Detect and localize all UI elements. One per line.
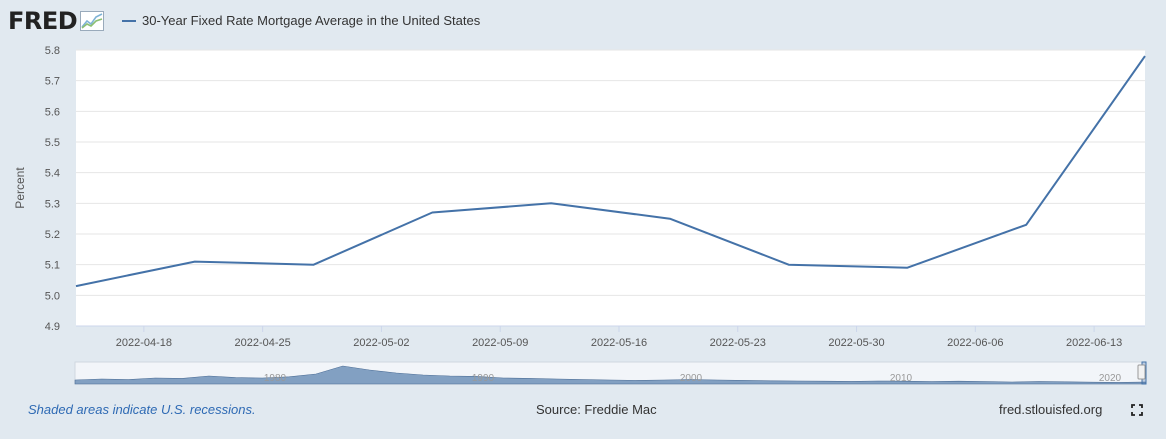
legend-swatch bbox=[122, 19, 136, 22]
series-line[interactable] bbox=[75, 55, 1146, 288]
navigator-decade-label: 2000 bbox=[680, 373, 703, 384]
recession-note: Shaded areas indicate U.S. recessions. bbox=[28, 402, 256, 417]
site-link[interactable]: fred.stlouisfed.org bbox=[999, 402, 1103, 417]
fred-logo[interactable]: FRED bbox=[8, 7, 105, 35]
data-point[interactable] bbox=[430, 211, 434, 215]
chart-header: FRED 30-Year Fixed Rate Mortgage Average… bbox=[0, 0, 1166, 44]
data-point[interactable] bbox=[549, 201, 553, 205]
y-tick-label: 5.1 bbox=[45, 260, 60, 272]
x-tick-label: 2022-05-16 bbox=[591, 337, 647, 349]
y-tick-label: 5.6 bbox=[45, 106, 60, 118]
y-tick-label: 4.9 bbox=[45, 321, 60, 333]
y-tick-label: 5.8 bbox=[45, 45, 60, 57]
series-legend[interactable]: 30-Year Fixed Rate Mortgage Average in t… bbox=[122, 13, 480, 28]
plot-area bbox=[76, 50, 1145, 326]
source-label: Source: Freddie Mac bbox=[536, 402, 657, 417]
data-point[interactable] bbox=[1143, 54, 1147, 58]
navigator-series bbox=[74, 365, 1147, 385]
fred-logo-text: FRED bbox=[8, 7, 78, 35]
data-point[interactable] bbox=[193, 260, 197, 264]
x-tick-label: 2022-05-30 bbox=[828, 337, 884, 349]
data-point[interactable] bbox=[1024, 223, 1028, 227]
expand-icon[interactable] bbox=[1131, 404, 1143, 416]
y-tick-label: 5.2 bbox=[45, 229, 60, 241]
y-axis-title: Percent bbox=[13, 167, 27, 209]
line-chart[interactable]: 4.9 5.0 5.1 5.2 5.3 5.4 5.5 5.6 5.7 5.8 Percent 202… bbox=[0, 40, 1166, 390]
data-point[interactable] bbox=[668, 217, 672, 221]
y-tick-label: 5.3 bbox=[45, 198, 60, 210]
navigator-decade-label: 2020 bbox=[1099, 373, 1122, 384]
data-point[interactable] bbox=[312, 263, 316, 267]
navigator-decade-label: 2010 bbox=[890, 373, 913, 384]
chart-footer: Shaded areas indicate U.S. recessions. S… bbox=[0, 400, 1166, 422]
line-graph-icon bbox=[80, 11, 105, 31]
x-tick-label: 2022-06-06 bbox=[947, 337, 1003, 349]
x-tick-label: 2022-04-25 bbox=[235, 337, 291, 349]
y-tick-label: 5.5 bbox=[45, 137, 60, 149]
x-tick-label: 2022-04-18 bbox=[116, 337, 172, 349]
x-tick-label: 2022-05-09 bbox=[472, 337, 528, 349]
navigator-decade-label: 1990 bbox=[472, 373, 495, 384]
y-tick-label: 5.0 bbox=[45, 290, 60, 302]
data-point[interactable] bbox=[787, 263, 791, 267]
navigator-decade-label: 1980 bbox=[264, 373, 287, 384]
x-tick-label: 2022-05-23 bbox=[710, 337, 766, 349]
y-tick-label: 5.7 bbox=[45, 76, 60, 88]
navigator-handle[interactable] bbox=[1137, 364, 1146, 380]
x-tick-label: 2022-05-02 bbox=[353, 337, 409, 349]
x-tick-label: 2022-06-13 bbox=[1066, 337, 1122, 349]
y-tick-label: 5.4 bbox=[45, 168, 60, 180]
legend-label: 30-Year Fixed Rate Mortgage Average in t… bbox=[142, 13, 481, 28]
data-point[interactable] bbox=[905, 266, 909, 270]
data-point[interactable] bbox=[74, 284, 78, 288]
